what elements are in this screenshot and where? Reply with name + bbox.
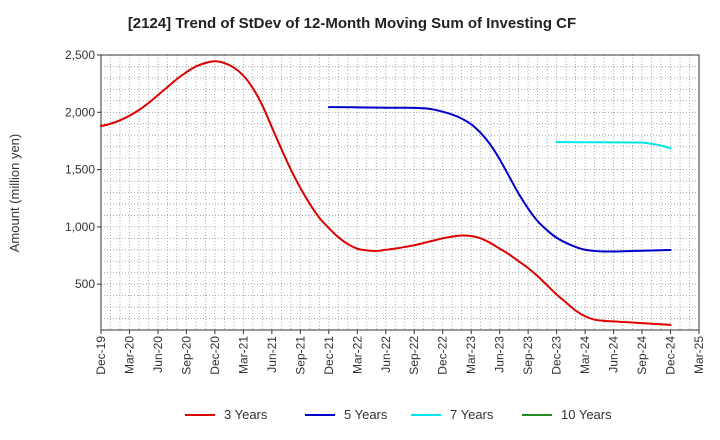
x-tick-label: Sep-22 [407, 336, 421, 375]
x-tick-label: Jun-23 [493, 336, 507, 373]
x-tick-label: Sep-23 [521, 336, 535, 375]
y-axis-label: Amount (million yen) [7, 134, 22, 253]
x-tick-label: Dec-23 [550, 336, 564, 375]
plot-area: 500 1,000 1,500 2,000 2,500 Dec-19 Mar-20 Jun-2… [65, 48, 706, 375]
series-line-1 [100, 60, 672, 326]
legend-label-3: 7 Years [450, 407, 494, 422]
x-tick-label: Dec-20 [208, 336, 222, 375]
x-tick-label: Jun-22 [379, 336, 393, 373]
legend: 3 Years 5 Years 7 Years 10 Years [185, 407, 612, 422]
x-tick-label: Sep-24 [635, 336, 649, 375]
x-tick-label: Sep-21 [293, 336, 307, 375]
x-tick-label: Mar-25 [692, 336, 706, 374]
x-tick-label: Dec-21 [322, 336, 336, 375]
legend-label-2: 5 Years [344, 407, 388, 422]
x-tick-label: Jun-20 [151, 336, 165, 373]
x-tick-label: Jun-24 [607, 336, 621, 373]
x-tick-label: Mar-24 [578, 336, 592, 374]
legend-label-4: 10 Years [561, 407, 612, 422]
x-tick-label: Dec-24 [664, 336, 678, 375]
series-line-3 [555, 141, 672, 150]
x-tick-label: Dec-22 [436, 336, 450, 375]
x-tick-label: Jun-21 [265, 336, 279, 373]
x-tick-label: Mar-23 [464, 336, 478, 374]
y-tick-label: 2,000 [65, 105, 95, 119]
y-tick-label: 1,000 [65, 220, 95, 234]
x-tick-label: Mar-20 [122, 336, 136, 374]
y-tick-label: 1,500 [65, 163, 95, 177]
plot-frame [100, 54, 700, 331]
x-tick-label: Mar-22 [350, 336, 364, 374]
x-tick-label: Mar-21 [236, 336, 250, 374]
series-line-2 [327, 106, 672, 253]
y-tick-label: 2,500 [65, 48, 95, 62]
plot-background [101, 55, 699, 330]
y-tick-label: 500 [75, 277, 95, 291]
chart-title: [2124] Trend of StDev of 12-Month Moving… [128, 15, 576, 32]
x-tick-label: Dec-19 [94, 336, 108, 375]
legend-label-1: 3 Years [224, 407, 268, 422]
x-tick-label: Sep-20 [179, 336, 193, 375]
